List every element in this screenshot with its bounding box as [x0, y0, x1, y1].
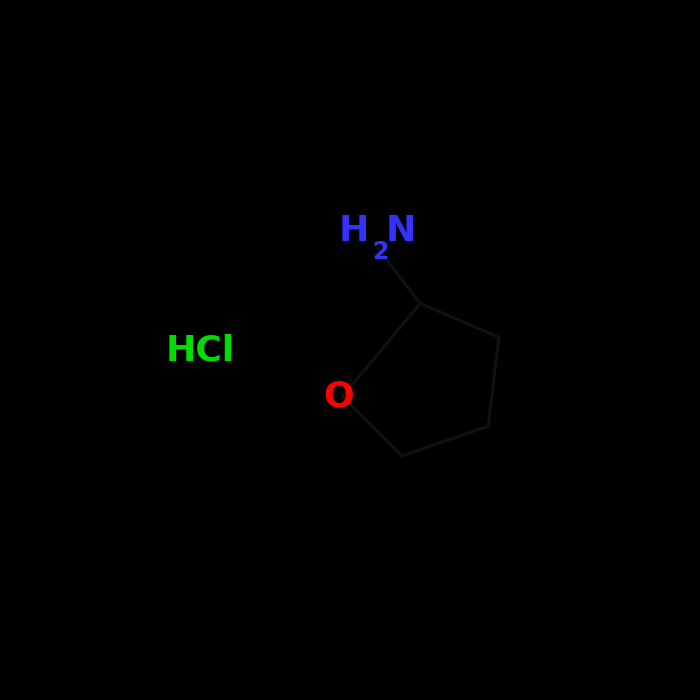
Text: HCl: HCl — [165, 334, 234, 368]
Text: 2: 2 — [372, 240, 388, 265]
Text: O: O — [323, 379, 354, 414]
Text: H: H — [339, 214, 369, 248]
Text: N: N — [385, 214, 416, 248]
